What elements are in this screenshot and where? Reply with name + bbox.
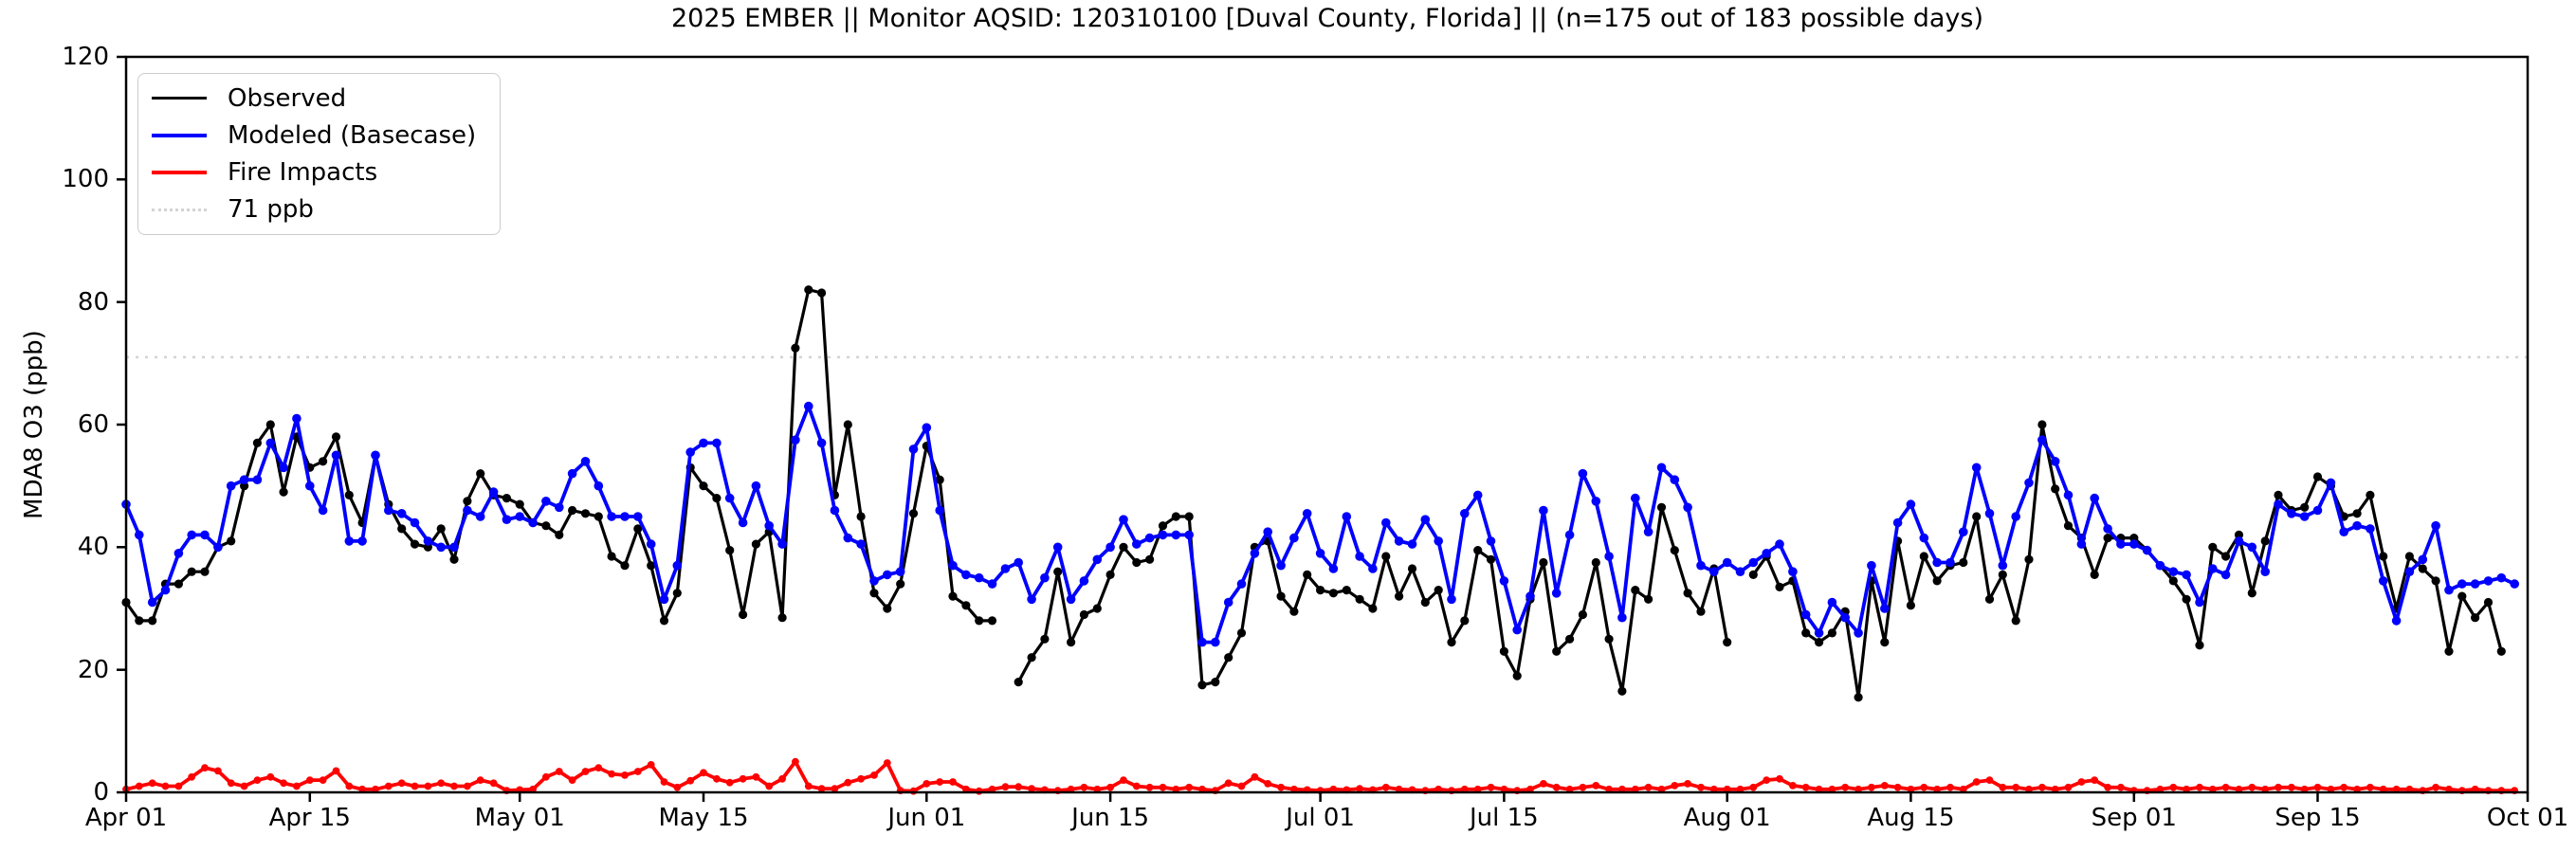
y-tick-label: 120 <box>62 43 109 71</box>
y-tick-label: 40 <box>77 533 109 562</box>
legend-label: Fire Impacts <box>228 158 378 188</box>
x-tick-label: Oct 01 <box>2486 804 2569 832</box>
fire-impacts-line <box>124 759 2517 793</box>
legend-item-threshold: 71 ppb <box>138 195 500 224</box>
x-tick-label: Jun 01 <box>887 804 966 832</box>
x-tick-label: Jun 15 <box>1071 804 1150 832</box>
x-tick-label: May 01 <box>474 804 565 832</box>
modeled-line-sample-icon <box>152 133 207 137</box>
observed-line-sample-icon <box>152 97 207 100</box>
fire-line-sample-icon <box>152 171 207 175</box>
y-tick-label: 100 <box>62 165 109 194</box>
y-tick-label: 80 <box>77 287 109 317</box>
x-tick-label: Apr 15 <box>268 804 351 832</box>
x-tick-label: Sep 01 <box>2091 804 2177 832</box>
x-tick-label: Aug 01 <box>1683 804 1771 832</box>
legend-label: Observed <box>228 83 347 113</box>
legend: Observed Modeled (Basecase) Fire Impacts… <box>137 73 501 235</box>
legend-label: Modeled (Basecase) <box>228 120 477 150</box>
x-tick-label: Jul 01 <box>1286 804 1355 832</box>
x-tick-label: Apr 01 <box>84 804 168 832</box>
fire-impacts-line-markers <box>122 757 2519 795</box>
threshold-line-sample-icon <box>152 208 207 211</box>
x-tick-label: Jul 15 <box>1470 804 1539 832</box>
modeled-line-markers <box>121 401 2519 647</box>
x-tick-label: May 15 <box>658 804 749 832</box>
x-tick-label: Sep 15 <box>2275 804 2361 832</box>
legend-item-fire: Fire Impacts <box>138 158 500 187</box>
observed-line-markers <box>121 285 2506 702</box>
y-tick-label: 60 <box>77 410 109 439</box>
chart-title: 2025 EMBER || Monitor AQSID: 120310100 [… <box>671 4 1983 33</box>
legend-item-modeled: Modeled (Basecase) <box>138 121 500 150</box>
legend-item-observed: Observed <box>138 84 500 113</box>
y-tick-label: 0 <box>93 778 109 807</box>
y-tick-label: 20 <box>77 655 109 684</box>
x-tick-label: Aug 15 <box>1867 804 1955 832</box>
axis-ticks <box>117 55 2530 802</box>
observed-line <box>124 288 2503 699</box>
legend-label: 71 ppb <box>228 195 314 225</box>
modeled-line <box>124 404 2517 644</box>
